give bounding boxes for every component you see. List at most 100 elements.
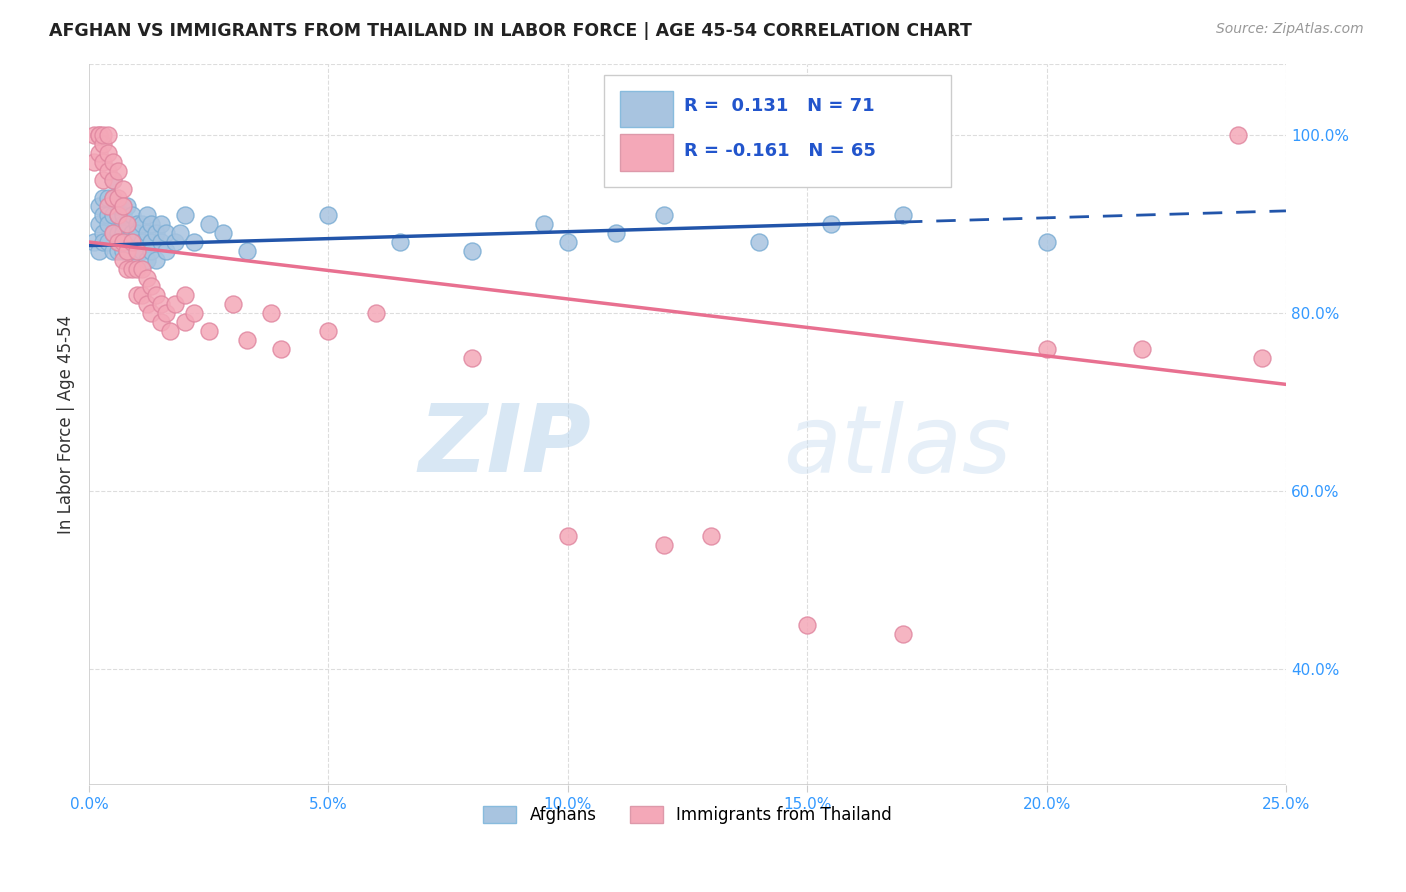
Point <box>111 235 134 249</box>
Point <box>101 172 124 186</box>
Point <box>101 155 124 169</box>
Point <box>141 235 163 249</box>
Text: AFGHAN VS IMMIGRANTS FROM THAILAND IN LABOR FORCE | AGE 45-54 CORRELATION CHART: AFGHAN VS IMMIGRANTS FROM THAILAND IN LA… <box>49 22 972 40</box>
Point <box>173 315 195 329</box>
Legend: Afghans, Immigrants from Thailand: Afghans, Immigrants from Thailand <box>477 799 898 830</box>
Point <box>93 235 115 249</box>
Point <box>1130 342 1153 356</box>
Point <box>605 226 627 240</box>
Point <box>83 128 105 143</box>
Point <box>97 208 120 222</box>
Point <box>1251 351 1274 365</box>
Point <box>652 208 675 222</box>
Point <box>149 217 172 231</box>
Point <box>165 297 187 311</box>
Point <box>145 252 167 267</box>
Point <box>101 190 124 204</box>
Point <box>87 128 110 143</box>
Point <box>557 528 579 542</box>
Point <box>183 306 205 320</box>
Point <box>135 226 157 240</box>
Point <box>107 244 129 258</box>
Point <box>173 288 195 302</box>
Point <box>135 270 157 285</box>
Point <box>141 217 163 231</box>
Point <box>125 226 148 240</box>
Point <box>121 261 143 276</box>
Point <box>117 244 139 258</box>
Point <box>101 244 124 258</box>
Point <box>796 617 818 632</box>
Point <box>260 306 283 320</box>
Point <box>97 199 120 213</box>
Text: ZIP: ZIP <box>419 400 592 492</box>
Point <box>135 297 157 311</box>
Point <box>173 208 195 222</box>
Point <box>97 217 120 231</box>
FancyBboxPatch shape <box>620 91 673 128</box>
Point <box>145 288 167 302</box>
Point <box>117 235 139 249</box>
Point <box>155 226 177 240</box>
Point <box>533 217 555 231</box>
Point <box>131 217 153 231</box>
Point <box>141 244 163 258</box>
Point <box>93 190 115 204</box>
Point <box>83 235 105 249</box>
Point <box>318 324 340 338</box>
Text: Source: ZipAtlas.com: Source: ZipAtlas.com <box>1216 22 1364 37</box>
Point <box>461 244 484 258</box>
Point <box>125 217 148 231</box>
Point <box>891 626 914 640</box>
Point <box>121 244 143 258</box>
Point <box>117 217 139 231</box>
Point <box>97 146 120 161</box>
Point <box>117 199 139 213</box>
Point <box>141 279 163 293</box>
Point <box>117 261 139 276</box>
Point <box>125 261 148 276</box>
Point <box>131 244 153 258</box>
Point <box>183 235 205 249</box>
Point <box>107 190 129 204</box>
Point <box>111 199 134 213</box>
Point <box>222 297 245 311</box>
Point <box>197 217 219 231</box>
Point <box>197 324 219 338</box>
Text: R =  0.131   N = 71: R = 0.131 N = 71 <box>683 97 875 115</box>
Point <box>652 537 675 551</box>
Point <box>111 199 134 213</box>
Point <box>270 342 292 356</box>
Point <box>87 217 110 231</box>
Point <box>145 226 167 240</box>
Point <box>121 235 143 249</box>
Point <box>149 235 172 249</box>
Point <box>97 190 120 204</box>
Point <box>159 324 181 338</box>
Point <box>101 226 124 240</box>
Point <box>107 208 129 222</box>
Point <box>155 306 177 320</box>
Text: R = -0.161   N = 65: R = -0.161 N = 65 <box>683 142 876 160</box>
Point <box>1035 342 1057 356</box>
Point <box>87 146 110 161</box>
Point <box>700 528 723 542</box>
Point <box>131 261 153 276</box>
Point <box>121 235 143 249</box>
Point <box>117 217 139 231</box>
Point <box>461 351 484 365</box>
Point <box>131 288 153 302</box>
Point <box>820 217 842 231</box>
Point <box>93 128 115 143</box>
Y-axis label: In Labor Force | Age 45-54: In Labor Force | Age 45-54 <box>58 315 75 534</box>
Point <box>83 155 105 169</box>
Point <box>87 244 110 258</box>
Point <box>1227 128 1250 143</box>
Point <box>93 172 115 186</box>
Point <box>111 181 134 195</box>
Point <box>111 226 134 240</box>
Point <box>891 208 914 222</box>
Point <box>165 235 187 249</box>
Point <box>107 208 129 222</box>
Point <box>111 252 134 267</box>
